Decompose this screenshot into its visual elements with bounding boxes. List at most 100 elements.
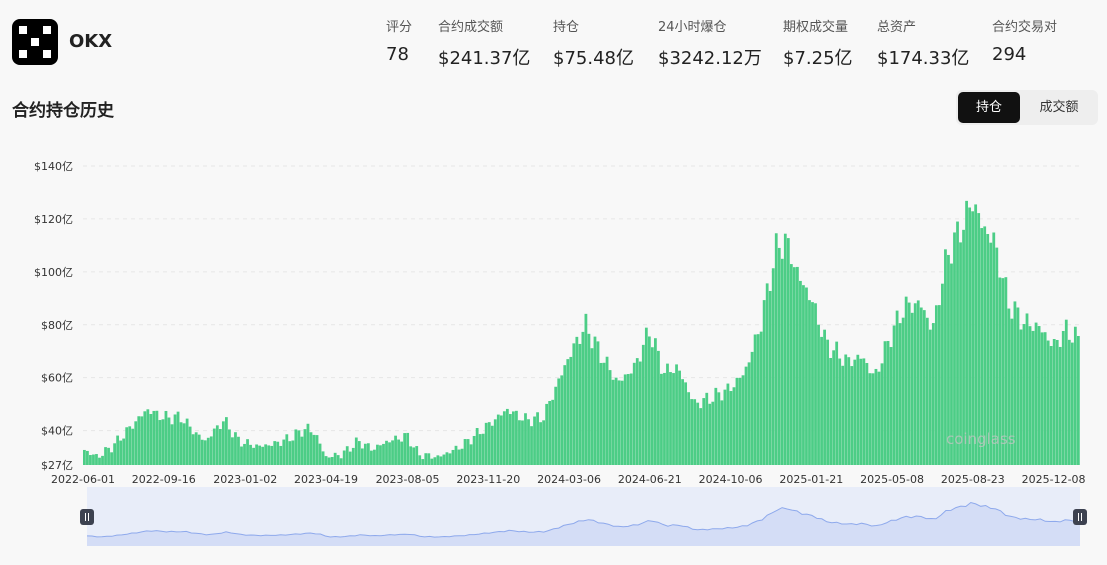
bar [895,310,899,465]
bar [578,343,582,465]
bar [445,452,449,465]
y-tick-label: $140亿 [34,160,73,173]
bar [1073,326,1077,465]
stat-value: 294 [992,44,1027,65]
bar [433,457,437,465]
bar [841,365,845,465]
bar [856,354,860,465]
stat-rating: 评分 78 [386,16,412,65]
bar [303,429,307,465]
bar [83,449,86,465]
bar [469,444,473,465]
bar [853,359,857,465]
stat-trading-pairs: 合约交易对 294 [992,16,1057,65]
tab-open-interest[interactable]: 持仓 [958,92,1020,123]
bar [907,302,911,465]
y-tick-label: $100亿 [34,266,73,279]
bar [125,427,129,465]
bar [817,324,820,465]
bar [889,347,893,465]
bar [427,453,431,465]
bar [1058,346,1062,465]
bar [862,358,866,465]
bar [928,329,932,465]
tab-volume[interactable]: 成交额 [1039,100,1079,115]
navigator-handle-right[interactable] [1073,509,1087,525]
bar [412,447,416,465]
bar [454,445,458,465]
bar [1067,339,1071,465]
bar [868,373,872,465]
bar [285,434,289,465]
bar [1040,332,1044,465]
bar [200,439,204,465]
bar [650,347,654,465]
bar [865,363,869,465]
bar [448,453,452,465]
bar [789,264,793,465]
bar [400,441,404,465]
stat-value: $174.33亿 [877,48,970,69]
bar [768,290,772,465]
navigator-area [87,502,1080,546]
bar [98,457,101,465]
bar [228,429,231,465]
bar [690,399,694,465]
bar [273,441,277,465]
bar [599,362,603,465]
bar [481,433,485,465]
watermark: coinglass [946,430,1016,448]
bar [587,333,591,465]
bar [838,358,842,465]
bar [158,420,162,465]
bar [626,374,630,465]
y-tick-label: $80亿 [41,319,73,332]
bar [971,211,975,465]
bar [1016,307,1020,465]
bar [466,439,470,465]
bar [959,242,962,465]
bar [796,266,799,465]
bar [143,411,147,465]
bar [173,414,177,465]
bar [675,364,678,465]
bar [110,452,113,465]
bar [179,422,183,465]
bar [989,242,993,465]
bar [974,204,978,466]
bar [354,437,358,465]
exchange-name: OKX [69,31,113,52]
bar [660,373,663,465]
bar [385,440,388,465]
navigator-handle-left[interactable] [80,509,94,525]
bar [294,429,298,465]
bar [925,317,929,465]
bar [765,283,769,465]
bar [738,377,742,465]
bar [101,455,104,465]
x-tick-label: 2024-10-06 [699,473,763,486]
bar [327,457,331,465]
bar [584,313,588,465]
bar [566,359,570,465]
bar [720,400,724,465]
bar [753,334,757,465]
bar [107,447,110,465]
bar [808,300,811,465]
bar [747,362,751,465]
bar [762,300,766,465]
bar [1007,308,1011,465]
bar [714,387,718,465]
bar [977,213,981,465]
bar [1022,324,1026,465]
bar [1010,318,1014,465]
bar [771,268,775,465]
bar [886,340,890,465]
bar [1025,313,1029,465]
bar [560,375,564,465]
x-axis-ticks: 2022-06-01 2022-09-16 2023-01-02 2023-04-19… [51,473,1086,486]
bar [231,437,234,465]
bar [330,457,334,465]
bar [708,403,712,465]
bar [218,428,222,465]
